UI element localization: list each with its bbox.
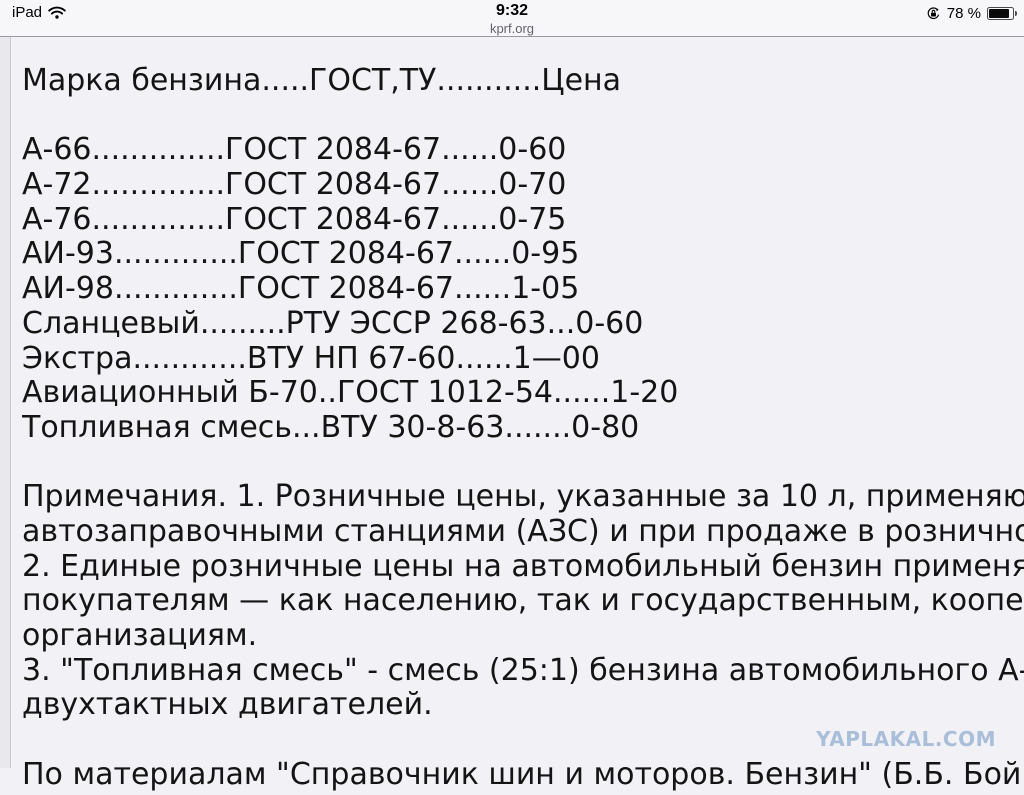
url-bar[interactable]: kprf.org [489, 21, 535, 36]
notes-line: Примечания. 1. Розничные цены, указанные… [22, 479, 1024, 515]
status-bar: iPad 9:32 kprf.org 78 % [0, 0, 1024, 37]
table-row: А-76..............ГОСТ 2084-67......0-75 [22, 201, 567, 237]
status-bar-left: iPad [12, 4, 66, 21]
table-row: Сланцевый.........РТУ ЭССР 268-63...0-60 [22, 305, 644, 341]
table-row: Экстра............ВТУ НП 67-60......1—00 [22, 340, 600, 376]
notes-line: 3. "Топливная смесь" - смесь (25:1) бенз… [22, 652, 1024, 688]
table-row: А-66..............ГОСТ 2084-67......0-60 [22, 132, 567, 168]
orientation-lock-icon [926, 6, 941, 21]
notes-line: покупателям — как населению, так и госуд… [22, 583, 1024, 619]
notes-line: организациям. [22, 618, 258, 653]
battery-percent: 78 % [946, 5, 981, 22]
page-left-gutter[interactable] [0, 37, 11, 768]
table-row: Топливная смесь...ВТУ 30-8-63.......0-80 [22, 409, 640, 445]
wifi-icon [48, 6, 66, 19]
device-label: iPad [12, 4, 43, 21]
clipped-source-line: По материалам "Справочник шин и моторов.… [22, 756, 1024, 792]
blank-line [22, 446, 1024, 481]
battery-icon [987, 7, 1017, 20]
notes-line: двухтактных двигателей. [22, 687, 433, 723]
battery-nub [1014, 11, 1017, 16]
status-bar-center: 9:32 kprf.org [0, 0, 1024, 36]
notes-line: автозаправочными станциями (АЗС) и при п… [22, 513, 1024, 549]
table-row: АИ-93.............ГОСТ 2084-67......0-95 [22, 236, 580, 272]
watermark: YAPLAKAL.COM [816, 727, 996, 751]
clock: 9:32 [495, 2, 529, 19]
table-row: Авиационный Б-70..ГОСТ 1012-54......1-20 [22, 375, 679, 411]
notes-line: 2. Единые розничные цены на автомобильны… [22, 548, 1024, 584]
battery-fill [989, 9, 1009, 18]
status-bar-right: 78 % [926, 5, 1017, 22]
table-header: Марка бензина.....ГОСТ,ТУ...........Цена [22, 63, 622, 98]
table-row: А-72..............ГОСТ 2084-67......0-70 [22, 167, 567, 203]
document-text: Марка бензина.....ГОСТ,ТУ...........Цена… [22, 37, 1024, 795]
table-row: АИ-98.............ГОСТ 2084-67......1-05 [22, 271, 580, 307]
blank-line [22, 99, 1024, 134]
